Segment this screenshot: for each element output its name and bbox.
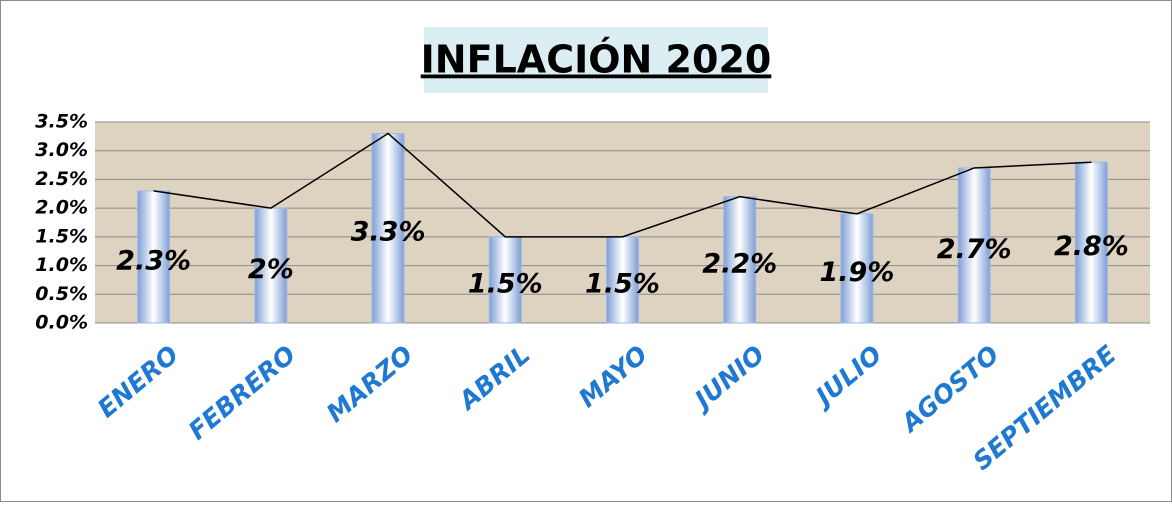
data-label: 1.5% xyxy=(468,268,543,299)
y-tick-label: 2.0% xyxy=(35,197,88,219)
trend-line xyxy=(153,132,1092,238)
data-label: 1.9% xyxy=(819,257,894,288)
bar xyxy=(137,190,171,324)
data-label: 2% xyxy=(248,254,294,285)
bar xyxy=(957,167,991,324)
y-tick-label: 3.5% xyxy=(35,111,88,133)
chart-title: INFLACIÓN 2020 xyxy=(421,38,772,82)
bar xyxy=(840,213,874,324)
bar xyxy=(1074,161,1108,324)
data-label: 1.5% xyxy=(585,268,660,299)
data-label: 2.7% xyxy=(937,234,1012,265)
title-box xyxy=(424,27,768,93)
bar xyxy=(606,236,639,324)
bar xyxy=(723,196,757,324)
data-label: 2.2% xyxy=(702,248,777,279)
y-tick-label: 1.0% xyxy=(35,254,88,276)
y-tick-label: 1.5% xyxy=(35,225,88,247)
bar xyxy=(371,132,405,324)
data-label: 2.8% xyxy=(1054,231,1129,262)
y-tick-label: 0.0% xyxy=(35,312,88,334)
y-tick-label: 3.0% xyxy=(35,139,88,161)
bar xyxy=(254,207,288,324)
y-tick-label: 0.5% xyxy=(35,283,88,305)
data-label: 2.3% xyxy=(116,245,191,276)
y-tick-label: 2.5% xyxy=(35,168,88,190)
bar xyxy=(488,236,522,324)
data-label: 3.3% xyxy=(351,217,426,248)
